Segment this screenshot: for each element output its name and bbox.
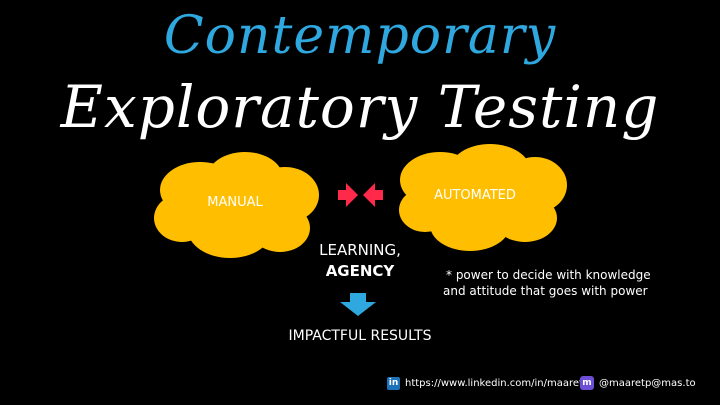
automated-cloud [399, 144, 567, 251]
left-arrow-icon [363, 183, 383, 207]
manual-cloud [154, 152, 319, 258]
title-exploratory-testing: Exploratory Testing [60, 73, 660, 141]
mastodon-handle[interactable]: @maaretp@mas.to [599, 378, 696, 389]
manual-label: MANUAL [207, 195, 263, 210]
note-line-2: and attitude that goes with power [443, 284, 648, 298]
learning-label: LEARNING, [319, 241, 401, 259]
linkedin-link[interactable]: https://www.linkedin.com/in/maaret/ [405, 378, 587, 389]
impactful-results-label: IMPACTFUL RESULTS [288, 328, 432, 344]
automated-label: AUTOMATED [434, 188, 516, 203]
right-arrow-icon [338, 183, 358, 207]
note-line-1: * power to decide with knowledge [446, 268, 651, 282]
linkedin-icon: in [387, 377, 400, 390]
down-arrow-icon [340, 293, 376, 316]
title-contemporary: Contemporary [163, 6, 557, 66]
agency-label: AGENCY [325, 262, 395, 280]
mastodon-icon: m [580, 376, 594, 390]
